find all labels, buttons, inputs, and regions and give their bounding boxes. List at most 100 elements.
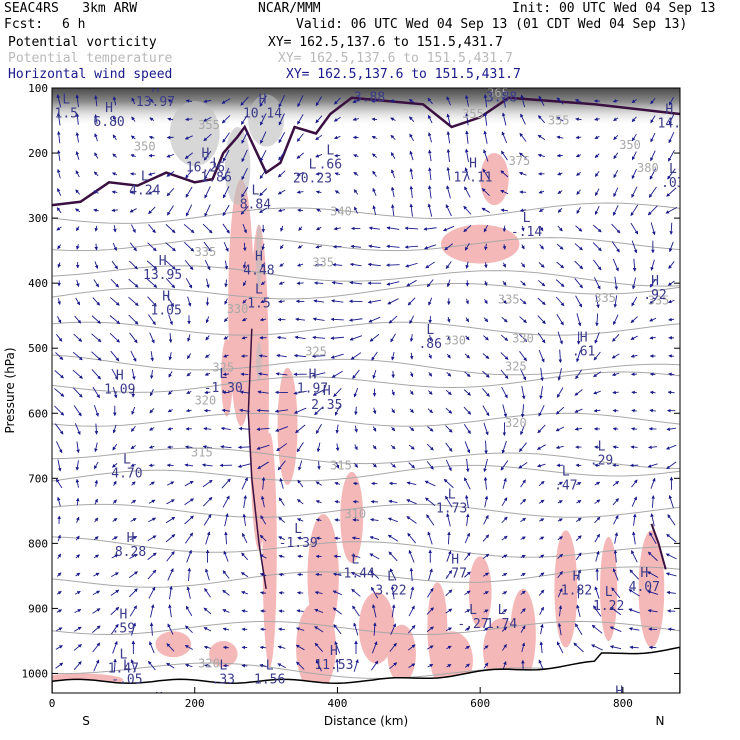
wind-vector (609, 626, 622, 632)
wind-vector (576, 350, 581, 363)
wind-vector (221, 115, 231, 124)
wind-vector (371, 99, 378, 103)
wind-vector (520, 625, 526, 633)
wind-vector (185, 186, 193, 198)
wind-vector (427, 408, 434, 414)
wind-vector (277, 170, 286, 178)
wind-vector (668, 317, 675, 322)
wind-vector (257, 461, 269, 470)
extremum-value: 17.11 (453, 170, 492, 185)
wind-vector (500, 369, 509, 380)
wind-vector (666, 461, 677, 470)
wind-vector (557, 225, 563, 232)
wind-vector (187, 567, 192, 582)
shading-layer (52, 153, 665, 693)
wind-vector (446, 96, 451, 106)
wind-vector (111, 368, 119, 381)
wind-vector (259, 554, 267, 559)
wind-vector (259, 317, 267, 322)
wind-vector (632, 513, 637, 526)
wind-vector (464, 532, 470, 544)
wind-vector (277, 208, 286, 213)
extremum-value: 13.97 (136, 95, 175, 110)
wind-vector (275, 426, 289, 432)
wind-vector (54, 370, 64, 379)
extremum: H10.14 (243, 93, 282, 122)
extremum: L.03 (661, 162, 680, 191)
wind-vector (501, 609, 508, 613)
wind-vector (386, 244, 400, 249)
wind-vector (428, 353, 432, 359)
theta-contour (52, 536, 680, 558)
wind-vector (317, 461, 321, 470)
wind-vector (464, 167, 470, 181)
wind-vector (221, 478, 231, 489)
wind-vector (557, 368, 562, 381)
wind-vector (408, 549, 415, 563)
theta-contour (52, 464, 680, 482)
wind-vector (57, 149, 61, 161)
wind-vector (110, 606, 120, 616)
wind-vector (352, 98, 360, 104)
wind-vector (131, 406, 136, 415)
extremum-value: 3.22 (375, 583, 406, 598)
wind-vector (295, 644, 305, 651)
wind-vector (483, 572, 490, 577)
field-name-theta: Potential temperature (8, 51, 173, 66)
wind-vector (576, 569, 582, 580)
wind-vector (501, 440, 507, 454)
extremum-mark: H (152, 81, 160, 96)
wind-vector (130, 224, 136, 233)
wind-vector (147, 569, 157, 580)
wind-vector (501, 150, 508, 161)
wind-vector (612, 333, 620, 342)
wind-vector (428, 149, 432, 162)
extremum: H1.82 (561, 569, 592, 598)
wind-vector (666, 590, 676, 595)
wind-vector (73, 661, 82, 671)
wind-vector (75, 113, 80, 125)
wind-vector (520, 572, 526, 577)
wind-vector (428, 297, 433, 306)
wind-vector (371, 117, 378, 122)
theta-contour (52, 202, 680, 224)
extremum: H14. (658, 102, 680, 131)
wind-vector (537, 297, 546, 306)
wind-vector (332, 590, 342, 596)
wind-vector (350, 244, 362, 249)
wind-vector (575, 135, 582, 140)
extremum-mark: L (123, 452, 131, 467)
wind-vector (409, 334, 414, 343)
wind-vector (128, 260, 138, 270)
wind-vector (146, 278, 158, 288)
wind-vector (594, 188, 600, 197)
wind-vector (204, 260, 211, 271)
wind-vector (242, 242, 247, 252)
wind-vector (313, 281, 324, 285)
wind-vector (574, 243, 583, 251)
y-tick-label: 300 (28, 212, 48, 225)
wind-vector (445, 608, 453, 614)
wind-vector (92, 625, 101, 633)
wind-vector (222, 372, 230, 377)
wind-vector (407, 297, 416, 306)
wind-vector (409, 390, 414, 396)
wind-vector (390, 623, 396, 635)
wind-vector (348, 318, 363, 322)
shade-blob (228, 179, 254, 427)
wind-vector (445, 627, 453, 632)
wind-vector (665, 572, 677, 577)
wind-vector (315, 245, 322, 249)
wind-vector (463, 406, 472, 415)
wind-vector (538, 349, 545, 363)
extremum-mark: H (309, 368, 317, 383)
wind-vector (223, 550, 229, 562)
wind-vector (390, 169, 395, 179)
wind-vector (75, 535, 80, 541)
endpoint-right-label: N (656, 714, 665, 728)
wind-vectors (54, 93, 678, 673)
wind-vector (408, 99, 415, 103)
wind-vector (464, 590, 471, 596)
wind-vector (241, 609, 248, 613)
